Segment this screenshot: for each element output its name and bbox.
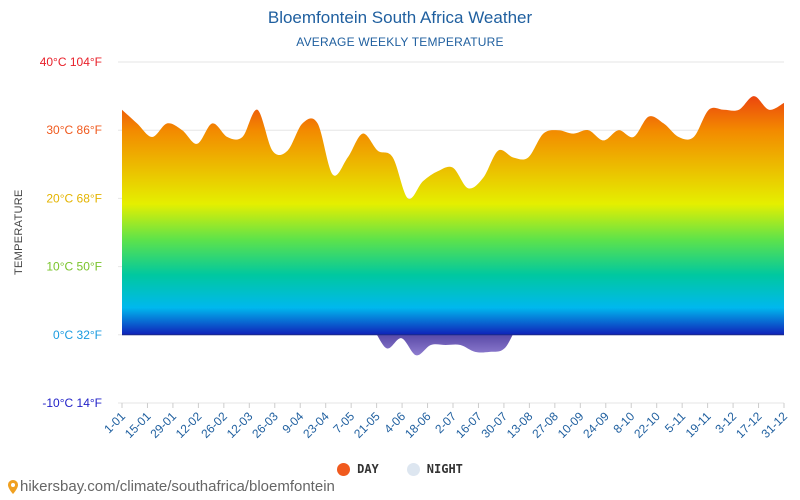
- source-link[interactable]: hikersbay.com/climate/southafrica/bloemf…: [20, 478, 335, 495]
- legend-night-marker: [406, 462, 420, 476]
- legend-item-day[interactable]: DAY: [337, 462, 379, 476]
- y-tick-label: 0°C 32°F: [53, 328, 102, 342]
- x-tick-label: 17-12: [733, 409, 765, 441]
- x-tick-label: 19-11: [683, 409, 714, 440]
- y-tick-label: 30°C 86°F: [46, 123, 102, 137]
- x-tick-label: 18-06: [402, 409, 434, 441]
- location-pin-icon: [8, 479, 18, 494]
- x-tick-label: 27-08: [529, 409, 561, 441]
- y-tick-label: -10°C 14°F: [42, 396, 102, 410]
- x-tick-label: 23-04: [300, 409, 332, 441]
- y-tick-label: 20°C 68°F: [46, 191, 102, 205]
- x-tick-label: 29-01: [147, 409, 179, 441]
- x-tick-label: 22-10: [631, 409, 663, 441]
- x-tick-labels: 1-0115-0129-0112-0226-0212-0326-039-0423…: [101, 403, 790, 441]
- y-tick-label: 10°C 50°F: [46, 260, 102, 274]
- x-tick-label: 10-09: [555, 409, 587, 441]
- x-tick-label: 21-05: [351, 409, 383, 441]
- chart-title: Bloemfontein South Africa Weather: [267, 8, 533, 27]
- y-tick-label: 40°C 104°F: [40, 55, 102, 69]
- legend: DAY NIGHT: [0, 462, 800, 476]
- x-tick-label: 26-03: [249, 409, 281, 441]
- temperature-areas: [122, 96, 784, 356]
- legend-item-night[interactable]: NIGHT: [406, 462, 463, 476]
- x-tick-label: 12-02: [173, 409, 205, 441]
- series-night-below-zero: [122, 334, 784, 356]
- x-tick-label: 15-01: [122, 409, 154, 441]
- x-tick-label: 16-07: [453, 409, 485, 441]
- legend-day-marker: [337, 462, 351, 476]
- x-tick-label: 13-08: [504, 409, 536, 441]
- x-tick-label: 31-12: [759, 409, 791, 441]
- x-tick-label: 30-07: [478, 409, 510, 441]
- x-tick-label: 12-03: [224, 409, 256, 441]
- source-footer[interactable]: hikersbay.com/climate/southafrica/bloemf…: [8, 478, 335, 495]
- chart-subtitle: AVERAGE WEEKLY TEMPERATURE: [296, 35, 504, 49]
- x-tick-label: 24-09: [580, 409, 612, 441]
- legend-night-label: NIGHT: [426, 462, 463, 476]
- x-tick-label: 26-02: [198, 409, 230, 441]
- y-tick-labels: 40°C 104°F 30°C 86°F 20°C 68°F 10°C 50°F 0°C…: [40, 55, 102, 410]
- legend-day-label: DAY: [357, 462, 379, 476]
- series-day-area: [122, 96, 784, 335]
